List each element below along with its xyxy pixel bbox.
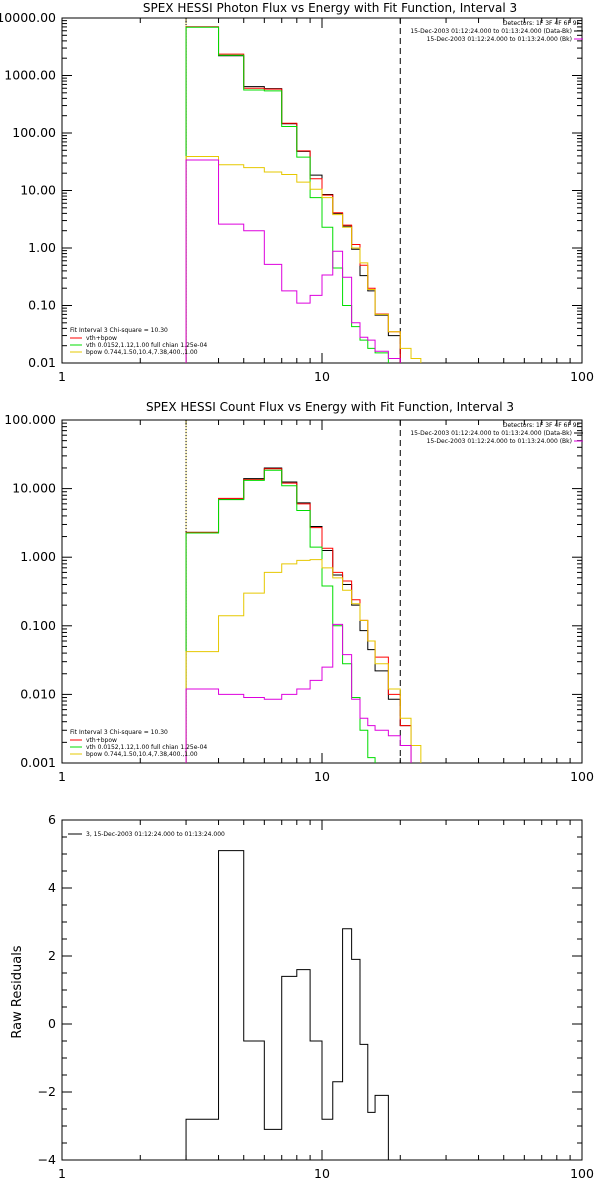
photon-flux-series-pink bbox=[185, 159, 401, 363]
count-flux-y-tick-label: 0.001 bbox=[20, 755, 56, 770]
photon-flux-legend-bottom: Fit Interval 3 Chi-square = 10.30 vth+bp… bbox=[70, 327, 207, 356]
legend-fit-interval: Fit Interval 3 Chi-square = 10.30 bbox=[70, 729, 168, 736]
count-flux-panel: SPEX HESSI Count Flux vs Energy with Fit… bbox=[4, 400, 594, 784]
count-flux-x-tick-label: 1 bbox=[58, 769, 66, 784]
count-flux-title: SPEX HESSI Count Flux vs Energy with Fit… bbox=[146, 400, 514, 414]
legend-fit-interval: Fit Interval 3 Chi-square = 10.30 bbox=[70, 327, 168, 334]
photon-flux-series-bpow bbox=[185, 156, 431, 363]
photon-flux-y-tick-label: 0.01 bbox=[28, 355, 56, 370]
count-flux-legend-bottom: Fit Interval 3 Chi-square = 10.30 vth+bp… bbox=[70, 729, 207, 758]
photon-flux-x-tick-label: 100 bbox=[570, 369, 594, 384]
photon-flux-y-tick-label: 10000.00 bbox=[0, 10, 56, 25]
legend-bpow: bpow 0.744,1.50,10.4,7.38,400.,1.00 bbox=[86, 751, 198, 758]
legend-data-bk: 15-Dec-2003 01:12:24.000 to 01:13:24.000… bbox=[410, 28, 572, 35]
photon-flux-y-tick-label: 10.00 bbox=[20, 183, 56, 198]
photon-flux-x-tick-label: 1 bbox=[58, 369, 66, 384]
count-flux-y-tick-label: 0.010 bbox=[20, 686, 56, 701]
photon-flux-panel: SPEX HESSI Photon Flux vs Energy with Fi… bbox=[0, 1, 594, 384]
photon-flux-y-tick-label: 1.00 bbox=[28, 240, 56, 255]
photon-flux-y-tick-label: 1000.00 bbox=[4, 68, 56, 83]
residuals-x-tick-label: 1 bbox=[58, 1166, 66, 1181]
residuals-y-tick-label: 2 bbox=[48, 948, 56, 963]
residuals-panel: 1 10 100 −4 −2 0 2 4 6 3, 15-Dec-2003 01:12:24.0… bbox=[10, 812, 594, 1181]
legend-bpow: bpow 0.744,1.50,10.4,7.38,400.,1.00 bbox=[86, 349, 198, 356]
legend-total: vth+bpow bbox=[86, 737, 117, 744]
residuals-y-tick-label: 6 bbox=[48, 812, 56, 827]
residuals-y-tick-label: 4 bbox=[48, 880, 56, 895]
count-flux-legend-top: Detectors: 1F 3F 4F 6F 9F 15-Dec-2003 01… bbox=[410, 422, 583, 445]
count-flux-series-pink bbox=[185, 623, 412, 763]
residuals-series-data bbox=[185, 850, 401, 1160]
photon-flux-title: SPEX HESSI Photon Flux vs Energy with Fi… bbox=[143, 1, 517, 15]
legend-data-bk: 15-Dec-2003 01:12:24.000 to 01:13:24.000… bbox=[410, 430, 572, 437]
residuals-y-tick-label: −2 bbox=[38, 1084, 56, 1099]
count-flux-y-tick-label: 0.100 bbox=[20, 618, 56, 633]
photon-flux-series-data bbox=[185, 26, 412, 363]
count-flux-plot-frame bbox=[61, 419, 583, 764]
count-flux-series-bpow bbox=[185, 559, 431, 763]
count-flux-y-tick-label: 10.000 bbox=[12, 481, 56, 496]
photon-flux-series-vth bbox=[185, 26, 412, 363]
photon-flux-y-tick-label: 100.00 bbox=[12, 125, 56, 140]
photon-flux-series-total bbox=[185, 26, 412, 363]
count-flux-y-tick-label: 1.000 bbox=[20, 549, 56, 564]
legend-vth: vth 0.0152,1.12,1.00 full chian 1.25e-04 bbox=[86, 744, 207, 751]
residuals-legend-label: 3, 15-Dec-2003 01:12:24.000 to 01:13:24.… bbox=[86, 831, 225, 838]
count-flux-x-tick-label: 10 bbox=[314, 769, 330, 784]
legend-vth: vth 0.0152,1.12,1.00 full chian 1.25e-04 bbox=[86, 342, 207, 349]
photon-flux-legend-top: Detectors: 1F 3F 4F 6F 9F 15-Dec-2003 01… bbox=[410, 20, 583, 43]
count-flux-series-vth bbox=[185, 469, 401, 763]
residuals-legend: 3, 15-Dec-2003 01:12:24.000 to 01:13:24.… bbox=[68, 831, 225, 838]
legend-bk: 15-Dec-2003 01:12:24.000 to 01:13:24.000… bbox=[427, 36, 572, 43]
residuals-x-tick-label: 100 bbox=[570, 1166, 594, 1181]
residuals-y-tick-label: −4 bbox=[38, 1152, 56, 1167]
count-flux-x-tick-label: 100 bbox=[570, 769, 594, 784]
count-flux-series-total bbox=[185, 468, 412, 763]
residuals-y-axis-label: Raw Residuals bbox=[10, 945, 25, 1038]
legend-bk: 15-Dec-2003 01:12:24.000 to 01:13:24.000… bbox=[427, 438, 572, 445]
legend-total: vth+bpow bbox=[86, 335, 117, 342]
legend-detectors: Detectors: 1F 3F 4F 6F 9F bbox=[503, 20, 581, 27]
residuals-y-tick-label: 0 bbox=[48, 1016, 56, 1031]
residuals-x-tick-label: 10 bbox=[314, 1166, 330, 1181]
photon-flux-y-tick-label: 0.10 bbox=[28, 298, 56, 313]
photon-flux-x-tick-label: 10 bbox=[314, 369, 330, 384]
count-flux-y-tick-label: 100.000 bbox=[4, 412, 56, 427]
legend-detectors: Detectors: 1F 3F 4F 6F 9F bbox=[503, 422, 581, 429]
